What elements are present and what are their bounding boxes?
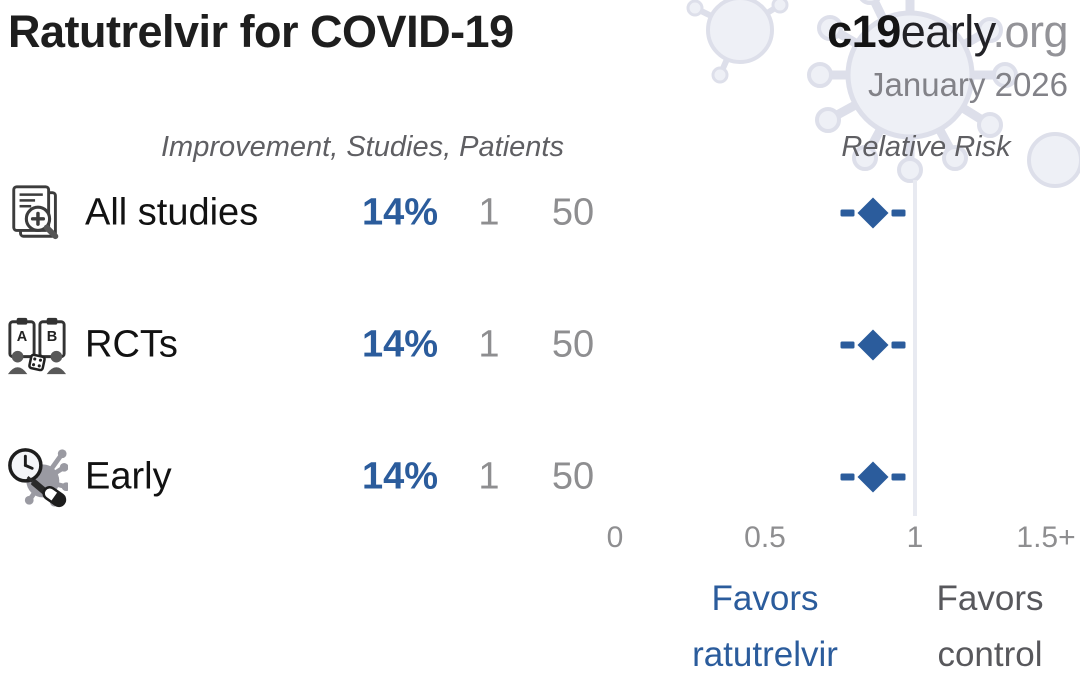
axis-tick: 1	[906, 521, 924, 554]
favors-control-line1: Favors	[936, 579, 1044, 618]
table-row-all-studies: All studies 14% 1 50	[0, 181, 1080, 245]
rr-marker	[840, 461, 906, 493]
favors-treatment-label: Favors ratutrelvir	[615, 571, 915, 675]
table-row-early: Early 14% 1 50	[0, 445, 1080, 509]
axis-tick: 1.5+	[1016, 521, 1076, 554]
ci-dash-left-icon	[840, 473, 855, 481]
row-label: All studies	[85, 191, 259, 234]
logo-bold-part: c19	[827, 6, 901, 57]
rr-diamond-icon	[857, 461, 889, 493]
axis-tick: 0.5	[744, 521, 786, 554]
patients-count: 50	[551, 191, 595, 234]
clipboard-a-letter: A	[17, 329, 28, 345]
logo-tld-part: .org	[992, 6, 1068, 57]
rr-reference-line	[913, 180, 917, 516]
ci-dash-right-icon	[891, 341, 906, 349]
rr-diamond-icon	[857, 197, 889, 229]
patients-count: 50	[551, 455, 595, 498]
improvement-value: 14%	[361, 455, 438, 498]
logo-name-part: early	[900, 6, 993, 57]
report-date: January 2026	[868, 66, 1068, 103]
improvement-value: 14%	[361, 323, 438, 366]
early-icon	[8, 448, 68, 508]
table-row-rcts: A B RCTs 14% 1 50	[0, 313, 1080, 377]
row-label: RCTs	[85, 323, 178, 366]
favors-control-line2: control	[937, 635, 1043, 674]
favors-control-label: Favors control	[840, 571, 1080, 675]
favors-treatment-line2: ratutrelvir	[692, 635, 838, 674]
rcts-icon: A B	[7, 317, 67, 375]
studies-count: 1	[478, 323, 500, 366]
studies-count: 1	[478, 455, 500, 498]
rr-marker	[840, 197, 906, 229]
columns-header: Improvement, Studies, Patients	[161, 131, 564, 163]
axis-tick: 0	[606, 521, 624, 554]
studies-count: 1	[478, 191, 500, 234]
ci-dash-right-icon	[891, 473, 906, 481]
rr-marker	[840, 329, 906, 361]
rr-diamond-icon	[857, 329, 889, 361]
ci-dash-left-icon	[840, 209, 855, 217]
all-studies-icon	[12, 185, 59, 240]
patients-count: 50	[551, 323, 595, 366]
favors-treatment-line1: Favors	[711, 579, 819, 618]
ci-dash-left-icon	[840, 341, 855, 349]
clipboard-b-letter: B	[47, 329, 57, 345]
row-label: Early	[85, 455, 172, 498]
page-title: Ratutrelvir for COVID-19	[8, 6, 514, 57]
relative-risk-header: Relative Risk	[841, 131, 1011, 163]
improvement-value: 14%	[361, 191, 438, 234]
site-logo: c19early.org	[827, 6, 1068, 58]
ci-dash-right-icon	[891, 209, 906, 217]
